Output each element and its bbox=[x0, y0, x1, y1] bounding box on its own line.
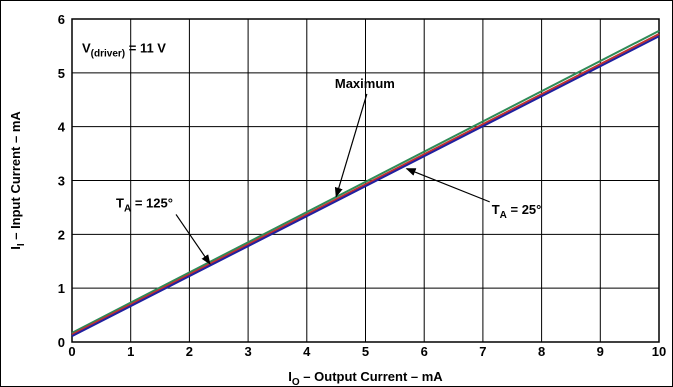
series-line-1 bbox=[71, 29, 660, 334]
x-tick-label: 10 bbox=[652, 344, 666, 359]
y-tick-label: 6 bbox=[58, 12, 65, 27]
y-tick-label: 2 bbox=[58, 227, 65, 242]
annotations: V(driver) = 11 V Maximum TA = 125° TA = 25° bbox=[82, 40, 542, 265]
y-tick-label: 0 bbox=[58, 335, 65, 350]
maximum-arrow bbox=[334, 93, 368, 198]
series-lines bbox=[71, 29, 660, 337]
x-axis-label: IO – Output Current – mA bbox=[288, 369, 443, 387]
ta-125-label: TA = 125° bbox=[116, 195, 173, 214]
maximum-label: Maximum bbox=[335, 76, 395, 91]
x-tick-label: 0 bbox=[68, 344, 75, 359]
x-tick-label: 1 bbox=[127, 344, 134, 359]
axis-ticks: 0 1 2 3 4 5 6 7 8 9 10 0 1 2 3 4 5 6 bbox=[58, 12, 666, 359]
y-tick-label: 1 bbox=[58, 281, 65, 296]
y-axis-label: II – Input Current – mA bbox=[8, 111, 27, 250]
x-tick-label: 9 bbox=[597, 344, 604, 359]
plot-area bbox=[71, 18, 660, 343]
y-tick-label: 3 bbox=[58, 174, 65, 189]
grid-lines bbox=[72, 19, 659, 342]
x-tick-label: 7 bbox=[479, 344, 486, 359]
ta-125-arrow bbox=[175, 214, 211, 265]
x-tick-label: 5 bbox=[362, 344, 369, 359]
x-tick-label: 6 bbox=[421, 344, 428, 359]
ta-25-arrow bbox=[405, 168, 490, 203]
x-tick-label: 2 bbox=[186, 344, 193, 359]
driver-voltage-label: V(driver) = 11 V bbox=[82, 40, 166, 59]
axis-labels: IO – Output Current – mA II – Input Curre… bbox=[8, 111, 443, 387]
x-tick-label: 8 bbox=[538, 344, 545, 359]
series-line-2 bbox=[71, 33, 660, 336]
y-tick-label: 5 bbox=[58, 66, 65, 81]
ta-25-label: TA = 25° bbox=[492, 202, 542, 221]
series-line-3 bbox=[71, 35, 660, 337]
x-tick-label: 3 bbox=[244, 344, 251, 359]
y-tick-label: 4 bbox=[58, 120, 66, 135]
x-tick-label: 4 bbox=[303, 344, 311, 359]
